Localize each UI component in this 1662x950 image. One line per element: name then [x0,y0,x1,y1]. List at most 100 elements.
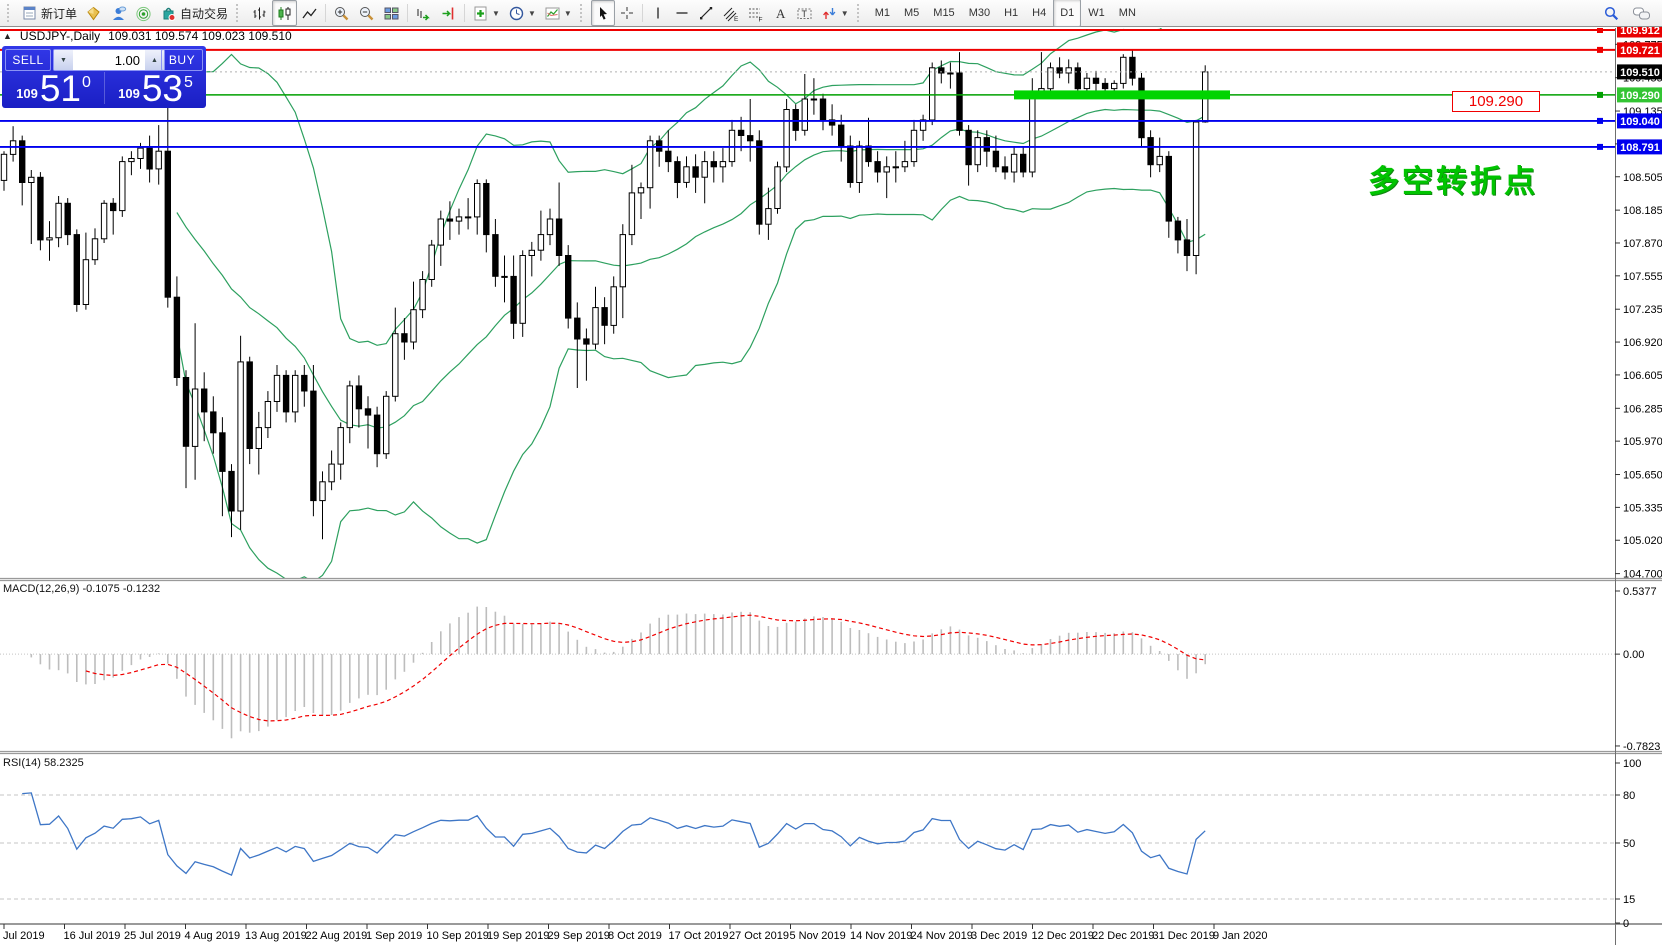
main-toolbar: 新订单 自动交易 [0,0,1662,27]
trendline-button[interactable] [694,0,718,26]
pivot-annotation-text[interactable]: 多空转折点 [1368,164,1538,199]
auto-scroll-button[interactable] [411,0,436,26]
toolbar-separator [407,4,409,22]
autotrading-icon [163,7,176,21]
templates-button[interactable]: ▼ [540,0,576,26]
indicators-button[interactable]: ▼ [468,0,504,26]
text-button[interactable]: A [768,0,792,26]
axis-price-badge[interactable] [1617,113,1662,129]
equidistant-channel-button[interactable]: E [718,0,743,26]
line-chart-button[interactable] [297,0,322,26]
volume-spinner: ▼ ▲ [53,49,165,71]
timeframe-button-m15[interactable]: M15 [933,7,955,19]
periods-dropdown-caret[interactable]: ▼ [527,8,536,18]
volume-decrease-button[interactable]: ▼ [54,50,73,70]
zoom-out-icon [360,6,374,20]
buy-price[interactable]: 109 53 5 [106,70,204,107]
fibonacci-icon: F [748,8,762,22]
timeframes-group: M1 M5 M15 M30 H1 H4 D1 W1 MN [868,0,1143,27]
macd-tick-label: -0.7823 [1623,741,1660,753]
line-drag-handle[interactable] [1597,27,1603,33]
templates-dropdown-caret[interactable]: ▼ [563,8,572,18]
community-button[interactable] [106,0,131,26]
metaquotes-button[interactable] [81,0,106,26]
zoom-in-button[interactable] [329,0,354,26]
vertical-line-button[interactable] [646,0,670,26]
line-drag-handle[interactable] [1597,117,1603,124]
price-tick-label: 105.020 [1623,535,1662,547]
axis-price-badge[interactable] [1617,42,1662,58]
rsi-tick-label: 80 [1623,790,1635,802]
price-tick-label: 108.505 [1623,172,1662,184]
line-drag-handle[interactable] [1597,91,1603,98]
timeframe-button-d1[interactable]: D1 [1053,0,1082,27]
date-axis: Jul 2019 16 Jul 2019 25 Jul 2019 4 Aug 2019… [3,924,1267,942]
cursor-button[interactable] [590,0,615,26]
line-drag-handle[interactable] [1597,143,1603,150]
arrows-button[interactable]: ▼ [817,0,853,26]
timeframe-button-m1[interactable]: M1 [874,7,890,19]
trend-highlight-segment[interactable] [1014,90,1230,100]
timeframe-button-m30[interactable]: M30 [968,7,991,19]
sell-price[interactable]: 109 51 0 [4,70,102,107]
date-tick-label: 29 Sep 2019 [548,930,610,942]
price-tick-label: 107.870 [1623,238,1662,250]
collapse-trade-panel-arrow[interactable]: ▲ [3,31,12,41]
bar-chart-icon [253,7,266,19]
new-order-button[interactable]: 新订单 [18,0,81,26]
bar-chart-button[interactable] [247,0,272,26]
indicators-dropdown-caret[interactable]: ▼ [492,8,500,18]
autotrading-label: 自动交易 [180,6,229,21]
one-click-trading-panel: SELL ▼ ▲ BUY 109 51 0 109 53 5 [2,46,206,108]
rsi-tick-label: 15 [1623,894,1635,906]
text-label-button[interactable]: T [792,0,817,26]
macd-tick-label: 0.5377 [1623,586,1657,598]
buy-button[interactable]: BUY [161,49,203,71]
crosshair-button[interactable] [615,0,639,26]
arrows-dropdown-caret[interactable]: ▼ [840,8,849,18]
timeframe-button-w1[interactable]: W1 [1088,7,1105,19]
date-tick-label: 14 Nov 2019 [850,930,912,942]
price-tick-label: 106.285 [1623,403,1662,415]
date-tick-label: 22 Aug 2019 [306,930,368,942]
timeframe-button-m5[interactable]: M5 [904,7,920,19]
auto-scroll-icon [417,8,430,21]
sell-button[interactable]: SELL [5,49,51,71]
chat-button[interactable] [1628,0,1655,26]
volume-increase-button[interactable]: ▲ [145,50,164,70]
price-tick-label: 107.235 [1623,304,1662,316]
pivot-price-label[interactable]: 109.290 [1452,91,1540,112]
volume-input[interactable] [73,50,145,70]
candlestick-chart-icon [278,6,291,20]
rsi-indicator-label: RSI(14) 58.2325 [3,757,84,769]
signals-button[interactable] [131,0,156,26]
search-button[interactable] [1599,0,1624,26]
chart-shift-icon [442,7,454,19]
line-drag-handle[interactable] [1597,46,1603,53]
tile-windows-button[interactable] [379,0,404,26]
date-tick-label: 22 Dec 2019 [1092,930,1154,942]
periods-button[interactable]: ▼ [504,0,540,26]
toolbar-grip [7,4,14,22]
rsi-tick-label: 100 [1623,758,1641,770]
fibonacci-button[interactable]: F [743,0,768,26]
timeframe-button-h1[interactable]: H1 [1004,7,1019,19]
candlesticks [0,49,1209,540]
main-price-pane [0,27,1615,579]
horizontal-line-button[interactable] [670,0,694,26]
axis-price-badge[interactable] [1617,87,1662,103]
timeframe-button-mn[interactable]: MN [1118,7,1136,19]
candlestick-chart-button[interactable] [272,0,298,26]
metaquotes-icon [87,6,100,20]
chart-shift-button[interactable] [436,0,461,26]
autotrading-button[interactable]: 自动交易 [156,0,232,26]
zoom-out-button[interactable] [354,0,379,26]
new-order-label: 新订单 [41,6,78,21]
svg-text:E: E [734,16,739,22]
timeframe-button-h4[interactable]: H4 [1032,7,1047,19]
date-tick-label: 8 Oct 2019 [608,930,662,942]
toolbar-separator [641,4,643,22]
bollinger-middle-band [176,108,1206,429]
axis-price-badge[interactable] [1617,64,1662,80]
axis-price-badge[interactable] [1617,139,1662,155]
